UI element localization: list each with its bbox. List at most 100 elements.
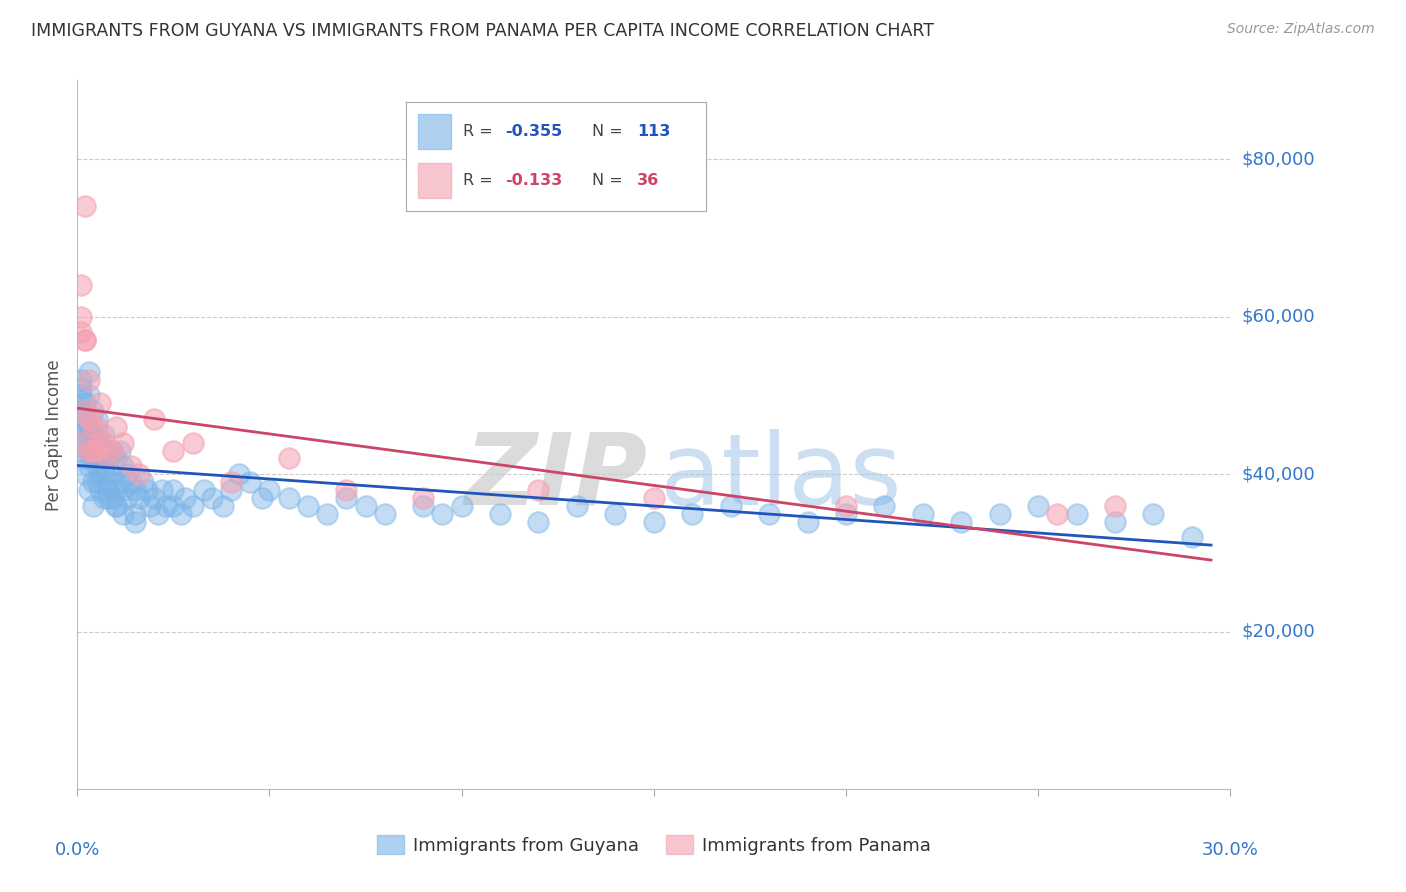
Point [162, 499, 184, 513]
Text: $40,000: $40,000 [1241, 466, 1316, 483]
Point [316, 507, 339, 521]
Point [354, 499, 377, 513]
Point [108, 475, 131, 489]
Point [239, 475, 262, 489]
Point [104, 451, 127, 466]
Point [1104, 515, 1126, 529]
Point [374, 507, 396, 521]
Point [93, 428, 115, 442]
Point [93, 459, 115, 474]
Point [162, 443, 184, 458]
Point [73, 467, 96, 482]
Point [489, 507, 512, 521]
Point [527, 483, 550, 497]
Point [73, 404, 96, 418]
Point [89, 483, 111, 497]
Point [335, 491, 357, 505]
Point [77, 443, 100, 458]
Point [911, 507, 934, 521]
Point [124, 515, 146, 529]
Point [73, 334, 96, 348]
Point [181, 435, 204, 450]
Point [104, 499, 127, 513]
Point [97, 451, 120, 466]
Point [104, 420, 127, 434]
Y-axis label: Per Capita Income: Per Capita Income [45, 359, 63, 510]
Point [82, 443, 104, 458]
Point [70, 428, 93, 442]
Point [527, 515, 550, 529]
Point [124, 507, 146, 521]
Point [104, 499, 127, 513]
Point [82, 435, 104, 450]
Point [297, 499, 319, 513]
Point [162, 483, 184, 497]
Point [120, 459, 142, 474]
Point [70, 310, 93, 324]
Point [950, 515, 973, 529]
Point [77, 388, 100, 402]
Point [86, 443, 108, 458]
Point [82, 404, 104, 418]
Point [86, 428, 108, 442]
Point [70, 404, 93, 418]
Point [70, 443, 93, 458]
Point [565, 499, 588, 513]
Point [77, 412, 100, 426]
Point [112, 507, 135, 521]
Point [873, 499, 896, 513]
Point [432, 507, 454, 521]
Point [73, 435, 96, 450]
Point [73, 334, 96, 348]
Point [605, 507, 627, 521]
Point [77, 420, 100, 434]
Point [77, 459, 100, 474]
Point [82, 451, 104, 466]
Point [128, 467, 150, 482]
Point [89, 435, 111, 450]
Point [219, 483, 242, 497]
Point [112, 459, 135, 474]
Point [758, 507, 780, 521]
Point [77, 428, 100, 442]
Point [193, 483, 215, 497]
Point [128, 491, 150, 505]
Point [117, 491, 139, 505]
Point [77, 373, 100, 387]
Point [93, 491, 115, 505]
Point [86, 412, 108, 426]
Point [174, 491, 197, 505]
Point [97, 483, 120, 497]
Point [1142, 507, 1164, 521]
Point [135, 483, 157, 497]
Point [796, 515, 818, 529]
Point [212, 499, 235, 513]
Point [73, 404, 96, 418]
Point [70, 326, 93, 340]
Point [720, 499, 742, 513]
Point [643, 515, 665, 529]
Point [101, 491, 124, 505]
Text: atlas: atlas [659, 429, 901, 526]
Point [108, 443, 131, 458]
Point [101, 443, 124, 458]
Point [86, 443, 108, 458]
Point [228, 467, 250, 482]
Point [170, 507, 193, 521]
Point [86, 443, 108, 458]
Point [93, 435, 115, 450]
Point [77, 365, 100, 379]
Point [82, 499, 104, 513]
Point [124, 483, 146, 497]
Point [82, 420, 104, 434]
Text: Source: ZipAtlas.com: Source: ZipAtlas.com [1227, 22, 1375, 37]
Point [150, 483, 173, 497]
Point [201, 491, 224, 505]
Point [86, 420, 108, 434]
Point [70, 380, 93, 394]
Text: 0.0%: 0.0% [55, 840, 100, 859]
Point [181, 499, 204, 513]
Point [77, 483, 100, 497]
Point [412, 499, 434, 513]
Point [277, 451, 299, 466]
